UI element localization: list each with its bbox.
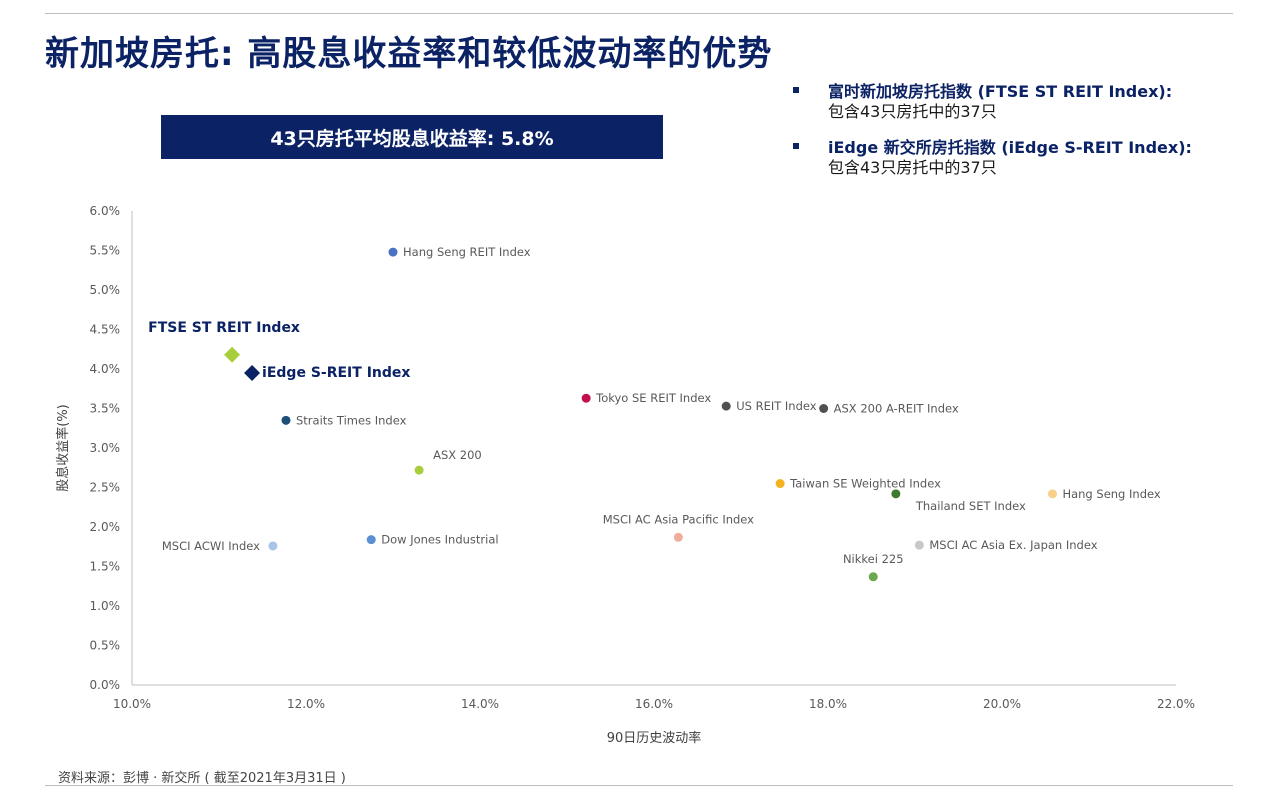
point-label-hang-seng-reit-index: Hang Seng REIT Index — [403, 245, 531, 259]
point-label-tokyo-se-reit-index: Tokyo SE REIT Index — [595, 391, 711, 405]
y-tick-label: 4.0% — [90, 362, 121, 376]
point-label-asx-200: ASX 200 — [433, 448, 482, 462]
point-label-asx-200-a-reit-index: ASX 200 A-REIT Index — [834, 402, 959, 416]
point-label-msci-ac-asia-pacific-index: MSCI AC Asia Pacific Index — [603, 512, 754, 526]
point-tokyo-se-reit-index — [581, 393, 591, 403]
y-tick-label: 0.0% — [90, 678, 121, 692]
point-hang-seng-reit-index — [388, 247, 398, 257]
point-msci-ac-asia-ex-japan-index — [914, 540, 924, 550]
point-iedge-s-reit-index — [244, 364, 261, 381]
page-title: 新加坡房托: 高股息收益率和较低波动率的优势 — [45, 34, 773, 74]
point-msci-ac-asia-pacific-index — [673, 532, 683, 542]
x-tick-label: 14.0% — [461, 697, 499, 711]
point-label-msci-acwi-index: MSCI ACWI Index — [162, 539, 260, 553]
y-tick-label: 4.5% — [90, 323, 121, 337]
point-label-straits-times-index: Straits Times Index — [296, 413, 407, 427]
point-msci-acwi-index — [268, 541, 278, 551]
point-label-thailand-set-index: Thailand SET Index — [915, 499, 1026, 513]
note-heading: iEdge 新交所房托指数 (iEdge S-REIT Index): — [828, 138, 1192, 157]
x-tick-label: 18.0% — [809, 697, 847, 711]
y-tick-label: 2.0% — [90, 520, 121, 534]
y-tick-label: 5.0% — [90, 283, 121, 297]
bullet-icon — [793, 143, 799, 149]
x-tick-label: 10.0% — [113, 697, 151, 711]
y-tick-label: 1.5% — [90, 560, 121, 574]
point-label-ftse-st-reit-index: FTSE ST REIT Index — [148, 320, 300, 336]
y-tick-label: 6.0% — [90, 204, 121, 218]
point-asx-200 — [414, 465, 424, 475]
y-tick-label: 0.5% — [90, 639, 121, 653]
x-tick-label: 20.0% — [983, 697, 1021, 711]
note-heading: 富时新加坡房托指数 (FTSE ST REIT Index): — [828, 82, 1173, 101]
note-ftse: 富时新加坡房托指数 (FTSE ST REIT Index): 包含43只房托中… — [790, 82, 1250, 122]
x-tick-label: 12.0% — [287, 697, 325, 711]
point-label-msci-ac-asia-ex-japan-index: MSCI AC Asia Ex. Japan Index — [929, 538, 1097, 552]
point-label-hang-seng-index: Hang Seng Index — [1062, 487, 1160, 501]
x-axis-title: 90日历史波动率 — [607, 730, 702, 746]
point-label-taiwan-se-weighted-index: Taiwan SE Weighted Index — [789, 477, 941, 491]
point-asx-200-a-reit-index — [819, 404, 829, 413]
y-axis-title: 股息收益率(%) — [55, 404, 71, 492]
note-iedge: iEdge 新交所房托指数 (iEdge S-REIT Index): 包含43… — [790, 138, 1250, 178]
x-tick-label: 16.0% — [635, 697, 673, 711]
source-note: 资料来源：彭博 · 新交所 ( 截至2021年3月31日 ) — [58, 771, 346, 786]
note-detail: 包含43只房托中的37只 — [828, 102, 997, 121]
point-label-iedge-s-reit-index: iEdge S-REIT Index — [262, 365, 410, 381]
y-tick-label: 1.0% — [90, 599, 121, 613]
banner-text: 43只房托平均股息收益率: 5.8% — [270, 127, 554, 150]
y-tick-label: 3.0% — [90, 441, 121, 455]
point-hang-seng-index — [1047, 489, 1057, 499]
y-tick-label: 2.5% — [90, 481, 121, 495]
point-label-us-reit-index: US REIT Index — [736, 399, 817, 413]
x-tick-label: 22.0% — [1157, 697, 1195, 711]
note-detail: 包含43只房托中的37只 — [828, 158, 997, 177]
y-tick-label: 5.5% — [90, 244, 121, 258]
point-nikkei-225 — [868, 572, 878, 582]
point-dow-jones-industrial — [366, 535, 376, 545]
bullet-icon — [793, 87, 799, 93]
point-straits-times-index — [281, 415, 291, 425]
average-yield-banner: 43只房托平均股息收益率: 5.8% — [161, 115, 663, 159]
scatter-chart: 0.0% 0.5% 1.0% 1.5% 2.0% 2.5% 3.0% 3.5% 4.0% 4.5%… — [55, 204, 1195, 746]
point-label-nikkei-225: Nikkei 225 — [843, 552, 904, 566]
point-thailand-set-index — [891, 489, 901, 499]
bottom-rule — [45, 785, 1233, 786]
point-label-dow-jones-industrial: Dow Jones Industrial — [381, 533, 498, 547]
y-tick-label: 3.5% — [90, 402, 121, 416]
point-us-reit-index — [721, 401, 731, 411]
top-rule — [45, 13, 1233, 14]
index-notes: 富时新加坡房托指数 (FTSE ST REIT Index): 包含43只房托中… — [790, 82, 1250, 194]
point-ftse-st-reit-index — [224, 346, 241, 363]
point-taiwan-se-weighted-index — [775, 479, 785, 489]
